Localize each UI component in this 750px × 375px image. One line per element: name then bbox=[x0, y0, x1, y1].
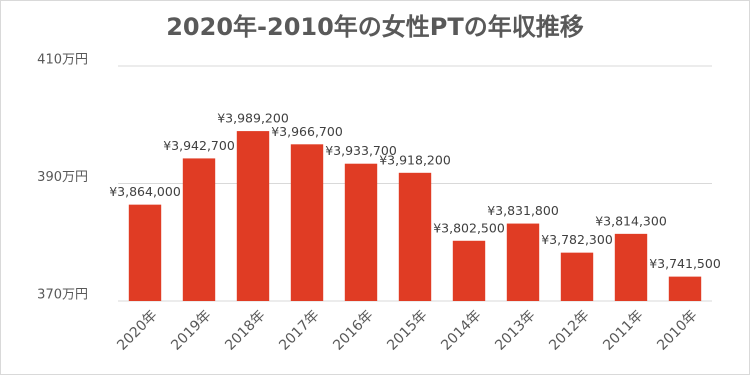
bar bbox=[614, 233, 648, 301]
data-label: ¥3,918,200 bbox=[379, 152, 451, 167]
bar bbox=[344, 163, 378, 301]
bar bbox=[236, 131, 270, 301]
data-label: ¥3,966,700 bbox=[271, 124, 343, 139]
data-label: ¥3,831,800 bbox=[487, 203, 559, 218]
data-label: ¥3,741,500 bbox=[649, 256, 721, 271]
bar bbox=[560, 252, 594, 301]
y-tick-label: 370万円 bbox=[37, 288, 88, 303]
y-tick-label: 410万円 bbox=[37, 53, 88, 68]
y-tick-label: 390万円 bbox=[37, 170, 88, 185]
bar bbox=[506, 223, 540, 301]
data-label: ¥3,782,300 bbox=[541, 232, 613, 247]
data-label: ¥3,802,500 bbox=[433, 220, 505, 235]
bar bbox=[290, 144, 324, 301]
bar bbox=[398, 172, 432, 301]
data-label: ¥3,933,700 bbox=[325, 143, 397, 158]
data-label: ¥3,814,300 bbox=[595, 213, 667, 228]
bar bbox=[452, 240, 486, 301]
bar bbox=[182, 158, 216, 301]
data-label: ¥3,989,200 bbox=[217, 111, 289, 126]
chart-title: 2020年-2010年の女性PTの年収推移 bbox=[166, 13, 584, 41]
data-label: ¥3,864,000 bbox=[109, 184, 181, 199]
data-label: ¥3,942,700 bbox=[163, 138, 235, 153]
bar bbox=[128, 204, 162, 301]
bar bbox=[668, 276, 702, 301]
